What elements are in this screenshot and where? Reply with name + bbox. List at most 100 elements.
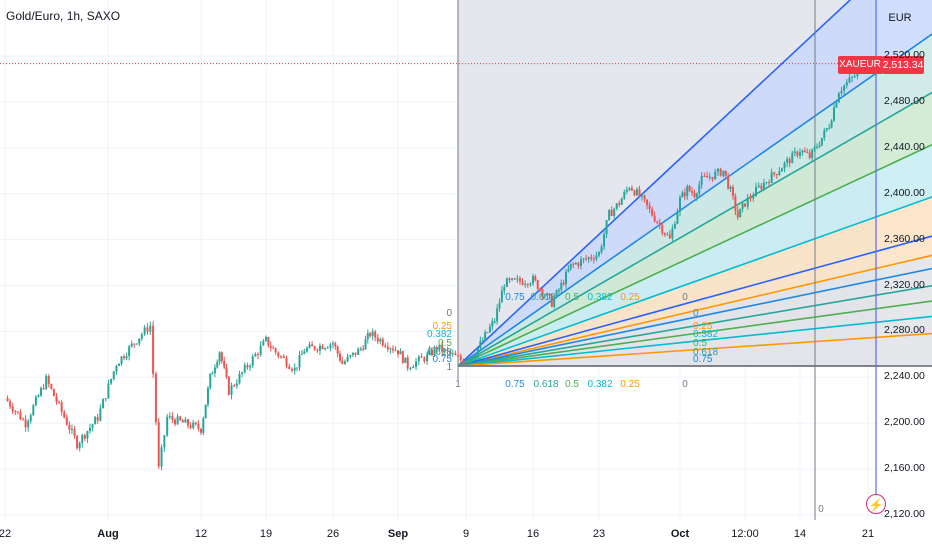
- symbol-title[interactable]: Gold/Euro, 1h, SAXO: [6, 9, 121, 23]
- candle-body: [548, 293, 551, 296]
- candle-body: [511, 278, 514, 280]
- candle-body: [359, 348, 362, 350]
- candle-body: [366, 333, 369, 340]
- candle-body: [426, 354, 429, 362]
- candle-body: [484, 332, 487, 340]
- price-tick-label: 2,400.00: [884, 186, 925, 199]
- candle-body: [211, 373, 214, 375]
- candle-body: [171, 416, 174, 420]
- candle-body: [389, 348, 392, 350]
- candle-body: [562, 283, 565, 285]
- candle-body: [423, 357, 426, 362]
- candle-body: [55, 396, 58, 402]
- candle-body: [308, 344, 311, 348]
- candle-body: [651, 208, 654, 216]
- fan-level-label: 0.5: [565, 292, 579, 303]
- lightning-icon[interactable]: ⚡: [866, 494, 886, 514]
- time-tick-label: 19: [259, 528, 273, 540]
- candle-body: [173, 419, 176, 425]
- candle-body: [719, 168, 722, 176]
- candle-body: [557, 289, 560, 291]
- candle-body: [469, 358, 472, 363]
- fan-level-label: 0.5: [693, 338, 707, 349]
- candle-body: [703, 175, 706, 177]
- candle-body: [638, 189, 641, 197]
- candle-body: [115, 366, 118, 372]
- fan-level-label: 0.382: [427, 329, 452, 340]
- candle-body: [246, 365, 249, 368]
- time-tick-label: 12:00: [731, 528, 759, 540]
- candle-body: [123, 356, 126, 359]
- candle-body: [24, 419, 27, 428]
- last-price-tag: 2,513.34: [882, 56, 924, 74]
- candle-body: [420, 356, 423, 358]
- candle-body: [65, 417, 68, 425]
- fan-level-label: 0: [818, 504, 824, 515]
- candle-body: [491, 321, 494, 327]
- candle-body: [546, 293, 549, 296]
- candle-body: [37, 395, 40, 397]
- candle-body: [843, 85, 846, 91]
- time-tick-label: 21: [861, 528, 875, 540]
- candle-body: [661, 224, 664, 234]
- candle-body: [257, 353, 260, 355]
- candle-body: [722, 170, 725, 176]
- time-tick-label: 26: [326, 528, 340, 540]
- candle-body: [83, 435, 86, 439]
- candle-body: [68, 424, 71, 430]
- candle-body: [534, 276, 537, 281]
- candle-body: [104, 398, 107, 400]
- candle-body: [539, 288, 542, 290]
- candle-body: [120, 356, 123, 364]
- candle-body: [451, 353, 454, 355]
- candle-body: [714, 171, 717, 180]
- candle-body: [364, 339, 367, 350]
- price-tick-label: 2,240.00: [884, 370, 925, 383]
- candle-body: [235, 383, 238, 386]
- candle-body: [605, 220, 608, 235]
- fan-level-label: 0.75: [693, 354, 713, 365]
- candle-body: [249, 365, 252, 368]
- price-tick-label: 2,160.00: [884, 462, 925, 475]
- candle-body: [14, 411, 17, 413]
- candle-body: [50, 384, 53, 389]
- candle-body: [409, 368, 412, 370]
- candle-body: [783, 162, 786, 169]
- candle-body: [269, 345, 272, 348]
- candle-body: [508, 278, 511, 280]
- candle-body: [749, 197, 752, 199]
- candle-body: [598, 252, 600, 256]
- price-tick-label: 2,120.00: [884, 508, 925, 520]
- fan-level-label: 0.5: [565, 379, 579, 390]
- candle-body: [433, 347, 436, 356]
- price-tick-label: 2,480.00: [884, 94, 925, 107]
- candle-body: [676, 211, 679, 224]
- candle-body: [179, 416, 182, 421]
- time-tick-label: 22: [0, 528, 12, 540]
- candle-body: [130, 343, 133, 347]
- candle-body: [346, 356, 349, 362]
- candle-body: [526, 284, 529, 286]
- candle-body: [11, 406, 14, 412]
- candle-body: [840, 90, 843, 94]
- candle-body: [133, 343, 136, 345]
- candle-body: [251, 356, 254, 366]
- candle-body: [311, 344, 314, 347]
- candle-body: [259, 345, 262, 355]
- candle-body: [274, 348, 277, 353]
- candle-body: [818, 145, 821, 148]
- candle-body: [454, 353, 457, 356]
- candle-body: [70, 428, 73, 430]
- time-tick-label: 16: [526, 528, 540, 540]
- candle-body: [379, 339, 382, 342]
- candle-body: [567, 269, 570, 272]
- fan-level-label: 1: [446, 362, 452, 373]
- candle-body: [691, 191, 694, 193]
- candle-body: [117, 363, 120, 367]
- candle-body: [679, 197, 681, 212]
- currency-button[interactable]: EUR: [888, 12, 912, 24]
- candle-body: [184, 419, 187, 423]
- fan-level-label: 0.618: [693, 347, 718, 358]
